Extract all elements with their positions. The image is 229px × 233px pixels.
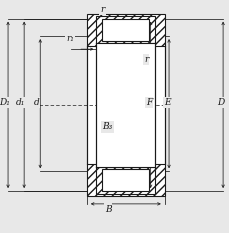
- Bar: [96, 167, 154, 194]
- Text: F: F: [145, 98, 152, 107]
- Text: E: E: [164, 98, 170, 107]
- Bar: [96, 16, 154, 43]
- Text: B₃: B₃: [102, 123, 112, 131]
- Bar: [102, 169, 149, 191]
- Bar: [86, 14, 164, 46]
- Text: r₁: r₁: [66, 34, 74, 43]
- Text: D: D: [216, 98, 223, 107]
- Bar: [86, 46, 164, 164]
- Bar: [86, 164, 164, 196]
- Text: r: r: [100, 5, 104, 14]
- Text: B: B: [104, 205, 111, 213]
- Text: r: r: [143, 55, 147, 64]
- Text: d: d: [33, 98, 39, 107]
- Text: d₁: d₁: [16, 98, 25, 107]
- Bar: [96, 43, 154, 167]
- Text: D₁: D₁: [0, 98, 10, 107]
- Bar: [102, 19, 149, 41]
